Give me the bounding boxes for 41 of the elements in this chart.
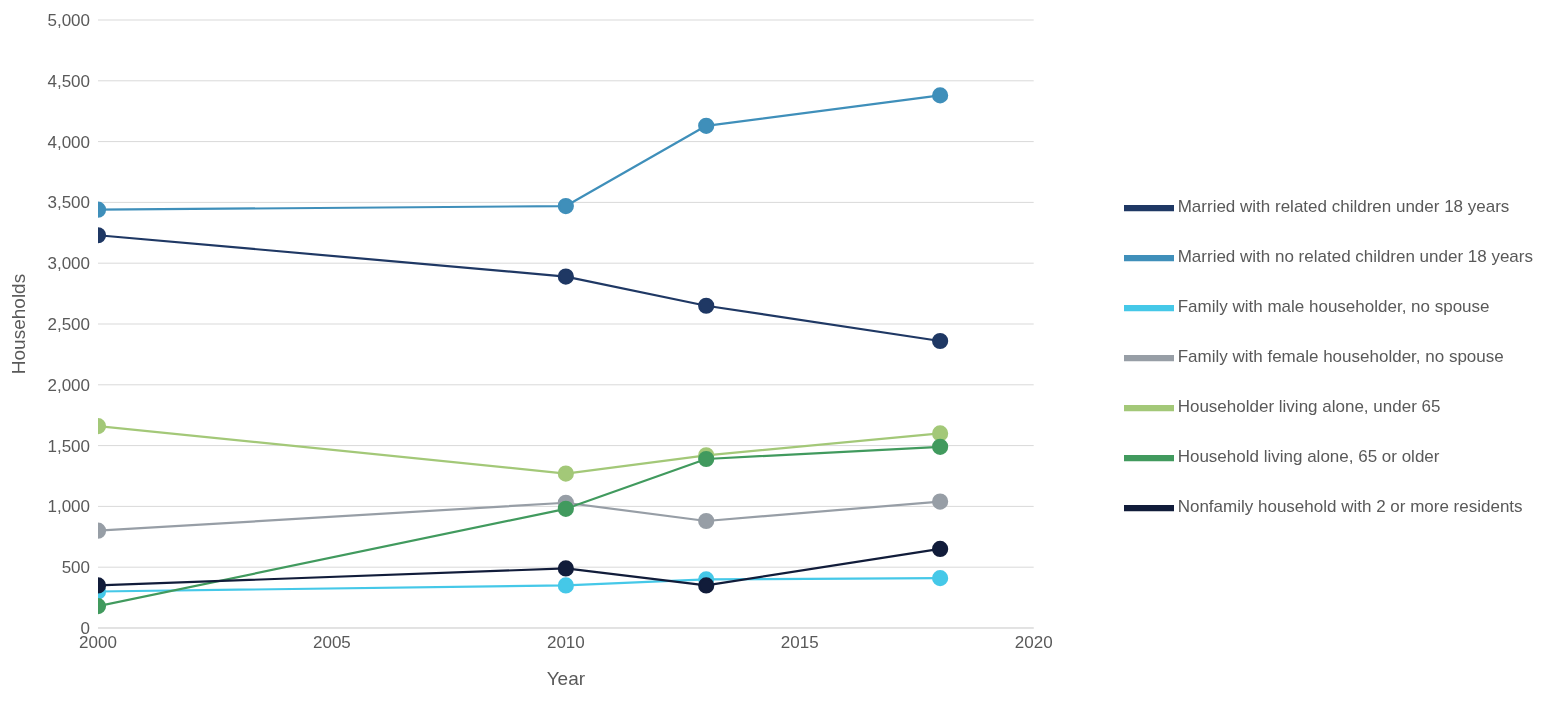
point [557,268,574,285]
point [932,493,949,510]
y-tick-label: 1,000 [47,497,90,517]
x-tick-label: 2005 [313,633,351,653]
legend-label: Household living alone, 65 or older [1177,447,1440,467]
point [932,332,949,350]
y-tick-label: 4,500 [47,71,90,91]
point [557,465,574,482]
point [557,560,574,577]
point [557,577,574,594]
legend-label: Married with related children under 18 years [1177,197,1510,217]
point [698,117,715,134]
point [557,500,574,517]
y-tick-label: 5,000 [47,11,90,31]
x-axis-title: Year [546,668,586,690]
y-tick-label: 1,500 [47,436,90,456]
x-tick-label: 2010 [546,633,585,653]
x-tick-label: 2020 [1014,633,1053,653]
legend-label: Householder living alone, under 65 [1177,397,1441,417]
y-tick-label: 4,000 [47,132,90,152]
y-axis-title: Households [7,273,29,375]
y-tick-label: 3,500 [47,193,90,213]
point [698,450,715,468]
point [932,438,949,455]
point [932,87,949,104]
point [698,512,715,530]
legend-label: Family with female householder, no spouse [1177,347,1504,367]
point [698,297,715,314]
point [932,570,949,587]
legend-label: Family with male householder, no spouse [1177,297,1490,317]
y-tick-label: 2,500 [47,315,90,335]
legend-label: Nonfamily household with 2 or more residents [1177,497,1523,517]
y-tick-label: 3,000 [47,254,90,274]
y-tick-label: 2,000 [47,375,90,395]
y-tick-label: 500 [61,558,90,578]
point [698,577,715,594]
point [932,540,949,558]
point [557,197,574,215]
point [932,425,949,442]
legend-label: Married with no related children under 18 years [1177,247,1533,267]
x-tick-label: 2015 [780,633,819,653]
